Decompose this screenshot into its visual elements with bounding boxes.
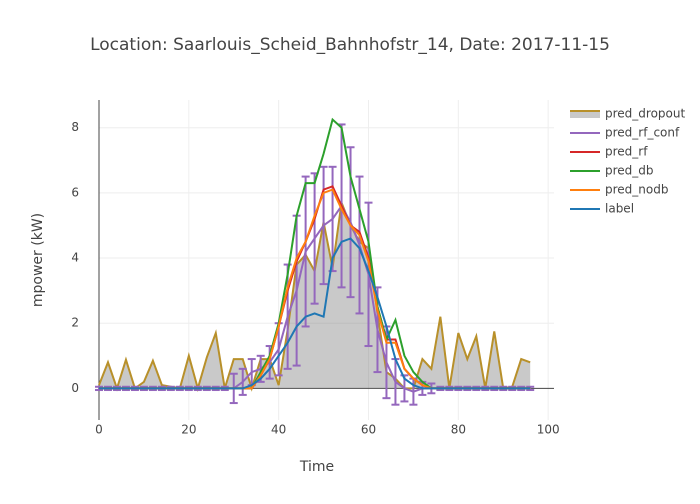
chart-title: Location: Saarlouis_Scheid_Bahnhofstr_14… <box>90 35 610 55</box>
y-tick-label: 0 <box>71 381 79 395</box>
x-axis-label: Time <box>299 459 334 475</box>
x-tick-label: 40 <box>271 423 286 437</box>
legend-label: pred_rf_conf <box>605 126 680 140</box>
plot-area <box>95 117 535 406</box>
y-tick-label: 6 <box>71 185 79 199</box>
legend-swatch <box>570 111 600 118</box>
series-line <box>99 237 531 390</box>
y-tick-label: 4 <box>71 251 79 265</box>
x-tick-label: 60 <box>361 423 376 437</box>
y-tick-label: 2 <box>71 316 79 330</box>
y-axis-label: mpower (kW) <box>30 213 46 307</box>
x-tick-label: 100 <box>537 423 560 437</box>
legend-label: label <box>605 202 634 216</box>
x-tick-label: 20 <box>181 423 196 437</box>
legend: pred_dropout pred_rf_conf pred_rf pred_dbpr… <box>570 107 685 216</box>
legend-label: pred_dropout <box>605 107 685 121</box>
x-tick-label: 0 <box>95 423 103 437</box>
x-tick-label: 80 <box>451 423 466 437</box>
y-tick-label: 8 <box>71 120 79 134</box>
legend-label: pred_rf <box>605 145 648 159</box>
legend-label: pred_db <box>605 164 654 178</box>
legend-label: pred_nodb <box>605 183 668 197</box>
